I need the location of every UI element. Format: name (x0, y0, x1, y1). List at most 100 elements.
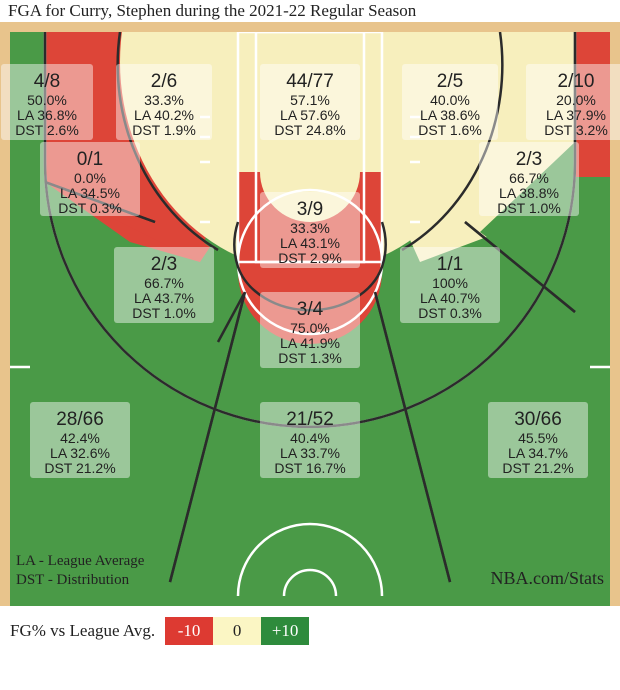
zone-label-box (260, 64, 360, 140)
zone-made-att: 3/4 (297, 299, 324, 320)
zone-label-box (260, 402, 360, 478)
zone-league-avg: LA 32.6% (50, 445, 110, 461)
zone-label-box (40, 142, 140, 216)
zone-fg-pct: 0.0% (74, 170, 106, 186)
zone-label-top-key-mid: 3/475.0%LA 41.9%DST 1.3% (260, 292, 360, 368)
zone-league-avg: LA 43.7% (134, 290, 194, 306)
fg-legend: FG% vs League Avg. -10 0 +10 (10, 617, 310, 645)
zone-fg-pct: 50.0% (27, 92, 67, 108)
zone-league-avg: LA 40.2% (134, 107, 194, 123)
zone-made-att: 2/6 (151, 71, 177, 92)
zone-fg-pct: 45.5% (518, 430, 558, 446)
zone-label-in-the-paint: 3/933.3%LA 43.1%DST 2.9% (260, 192, 360, 268)
legend-label: FG% vs League Avg. (10, 621, 156, 640)
zone-fg-pct: 57.1% (290, 92, 330, 108)
chart-title: FGA for Curry, Stephen during the 2021-2… (8, 1, 417, 20)
zone-fg-pct: 40.4% (290, 430, 330, 446)
center-circle (236, 522, 384, 597)
zone-league-avg: LA 37.9% (546, 107, 606, 123)
zone-made-att: 44/77 (286, 71, 334, 92)
zone-league-avg: LA 34.7% (508, 445, 568, 461)
zone-label-box (260, 292, 360, 368)
zone-fg-pct: 42.4% (60, 430, 100, 446)
zone-league-avg: LA 40.7% (420, 290, 480, 306)
zone-fg-pct: 33.3% (144, 92, 184, 108)
zone-league-avg: LA 57.6% (280, 107, 340, 123)
zone-distribution: DST 0.3% (58, 200, 122, 216)
zone-distribution: DST 3.2% (544, 122, 608, 138)
zone-label-left-corner-three: 4/850.0%LA 36.8%DST 2.6% (1, 64, 93, 140)
free-throw-circle (236, 188, 384, 336)
zone-fg-pct: 66.7% (144, 275, 184, 291)
zone-fg-pct: 100% (432, 275, 468, 291)
shot-chart-court: 4/850.0%LA 36.8%DST 2.6%2/633.3%LA 40.2%… (0, 22, 620, 606)
zone-fg-pct: 40.0% (430, 92, 470, 108)
zone-distribution: DST 0.3% (418, 305, 482, 321)
zone-label-left-wing-mid-inner: 0/10.0%LA 34.5%DST 0.3% (40, 142, 140, 216)
zone-label-box (116, 64, 212, 140)
zone-distribution: DST 24.8% (274, 122, 345, 138)
zone-distribution: DST 1.0% (497, 200, 561, 216)
zone-label-left-elbow-mid: 2/366.7%LA 43.7%DST 1.0% (114, 247, 214, 323)
zone-made-att: 28/66 (56, 409, 104, 430)
footer-la: LA - League Average (16, 553, 145, 569)
zone-distribution: DST 2.9% (278, 250, 342, 266)
zone-fg-pct: 33.3% (290, 220, 330, 236)
zone-distribution: DST 2.6% (15, 122, 79, 138)
zone-label-left-baseline-mid: 2/633.3%LA 40.2%DST 1.9% (116, 64, 212, 140)
zone-made-att: 1/1 (437, 254, 463, 275)
zone-fg-pct: 66.7% (509, 170, 549, 186)
zone-label-box (479, 142, 579, 216)
zone-label-box (260, 192, 360, 268)
zone-label-box (488, 402, 588, 478)
zone-distribution: DST 1.6% (418, 122, 482, 138)
zone-league-avg: LA 34.5% (60, 185, 120, 201)
zone-fg-pct: 20.0% (556, 92, 596, 108)
zone-distribution: DST 21.2% (44, 460, 115, 476)
zone-league-avg: LA 38.8% (499, 185, 559, 201)
zone-label-box (114, 247, 214, 323)
zone-fill-left-corner (10, 32, 45, 162)
zone-league-avg: LA 43.1% (280, 235, 340, 251)
zone-made-att: 2/3 (151, 254, 177, 275)
zone-made-att: 4/8 (34, 71, 60, 92)
footer-dst: DST - Distribution (16, 572, 130, 588)
zone-league-avg: LA 33.7% (280, 445, 340, 461)
zone-label-box (402, 64, 498, 140)
zone-made-att: 2/3 (516, 149, 542, 170)
zone-fg-pct: 75.0% (290, 320, 330, 336)
zone-distribution: DST 1.3% (278, 350, 342, 366)
zone-fill-right-corner (575, 32, 610, 177)
zone-distribution: DST 16.7% (274, 460, 345, 476)
zone-league-avg: LA 36.8% (17, 107, 77, 123)
zone-made-att: 21/52 (286, 409, 334, 430)
legend-zero-box: 0 (213, 617, 262, 645)
zone-label-box (30, 402, 130, 478)
legend-neg-box: -10 (165, 617, 214, 645)
zone-label-box (400, 247, 500, 323)
footer-source: NBA.com/Stats (490, 568, 604, 588)
zone-label-right-wing-mid-inner: 2/366.7%LA 38.8%DST 1.0% (479, 142, 579, 216)
zone-made-att: 2/10 (558, 71, 595, 92)
zone-fill-paint (238, 172, 382, 344)
zone-league-avg: LA 38.6% (420, 107, 480, 123)
zone-made-att: 30/66 (514, 409, 562, 430)
zone-made-att: 2/5 (437, 71, 463, 92)
zone-distribution: DST 1.0% (132, 305, 196, 321)
zone-label-box (526, 64, 620, 140)
zone-distribution: DST 1.9% (132, 122, 196, 138)
zone-label-right-baseline-mid: 2/540.0%LA 38.6%DST 1.6% (402, 64, 498, 140)
zone-made-att: 3/9 (297, 199, 323, 220)
zone-made-att: 0/1 (77, 149, 103, 170)
zone-label-box (1, 64, 93, 140)
zone-labels: 4/850.0%LA 36.8%DST 2.6%2/633.3%LA 40.2%… (1, 64, 620, 478)
zone-league-avg: LA 41.9% (280, 335, 340, 351)
zone-distribution: DST 21.2% (502, 460, 573, 476)
legend-pos-box: +10 (261, 617, 310, 645)
